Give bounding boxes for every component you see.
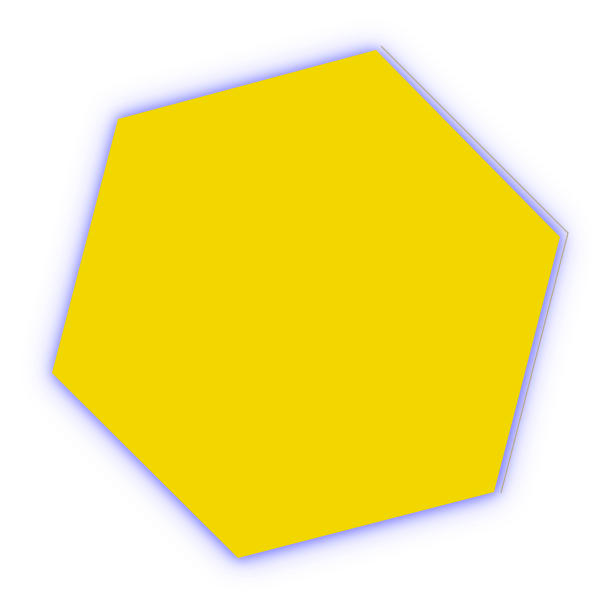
hexagon-shape [52, 50, 560, 558]
hexagon-edge-line [380, 45, 569, 494]
